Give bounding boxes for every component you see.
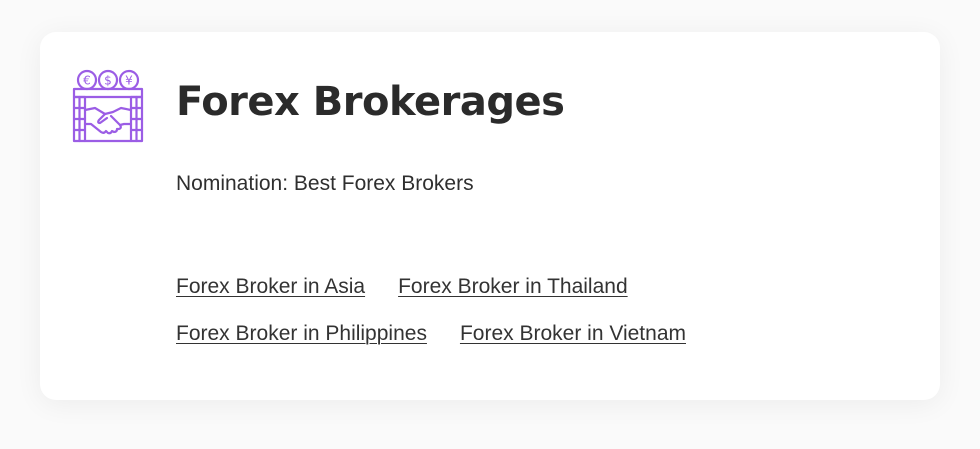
- page-title: Forex Brokerages: [176, 79, 565, 125]
- svg-text:$: $: [104, 74, 112, 88]
- svg-text:€: €: [83, 74, 91, 88]
- broker-links: Forex Broker in Asia Forex Broker in Tha…: [176, 263, 876, 357]
- forex-brokerages-card: € $ ¥ Forex Brokerages Nomination: Best …: [40, 32, 940, 400]
- link-forex-broker-philippines[interactable]: Forex Broker in Philippines: [176, 321, 427, 345]
- link-forex-broker-thailand[interactable]: Forex Broker in Thailand: [398, 274, 628, 298]
- link-forex-broker-vietnam[interactable]: Forex Broker in Vietnam: [459, 321, 686, 345]
- link-row: Forex Broker in Asia Forex Broker in Tha…: [176, 263, 876, 310]
- link-row: Forex Broker in Philippines Forex Broker…: [176, 310, 876, 357]
- currency-exchange-handshake-icon: € $ ¥: [72, 69, 144, 143]
- svg-text:¥: ¥: [125, 74, 133, 88]
- nomination-text: Nomination: Best Forex Brokers: [176, 172, 474, 195]
- link-forex-broker-asia[interactable]: Forex Broker in Asia: [176, 274, 366, 298]
